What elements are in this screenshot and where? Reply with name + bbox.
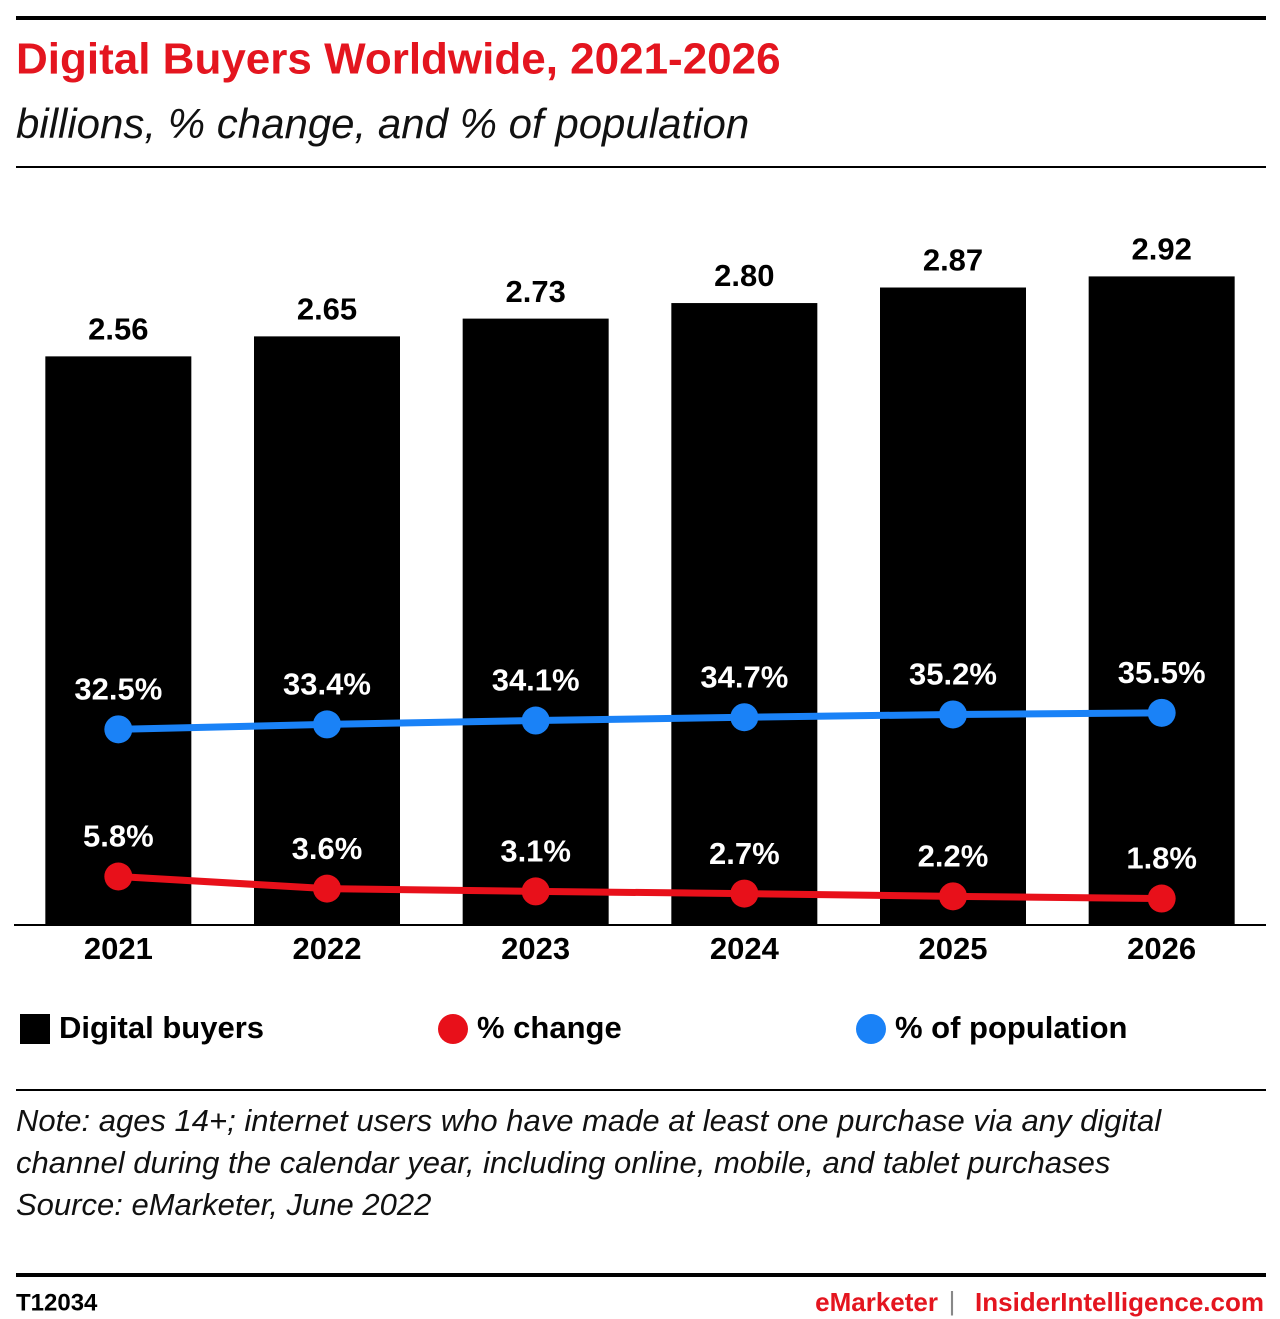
point [1147, 884, 1176, 913]
line [118, 709, 1162, 733]
legend-label: Digital buyers [59, 1010, 264, 1045]
data-label: 2.92 [1131, 232, 1191, 267]
x-tick-label: 2022 [293, 931, 362, 966]
data-label: 2.56 [88, 312, 148, 347]
point [104, 862, 133, 891]
bar [462, 318, 609, 925]
legend-swatch [20, 1014, 50, 1044]
point [939, 882, 967, 911]
line [118, 873, 1162, 903]
data-label: 2.65 [297, 292, 357, 327]
legend-label: % change [477, 1010, 622, 1045]
data-label: 32.5% [74, 672, 162, 707]
point [104, 715, 133, 744]
point [939, 700, 967, 729]
point [730, 879, 759, 908]
x-tick-label: 2025 [919, 931, 988, 966]
bar [254, 336, 400, 925]
separator: | [949, 1286, 956, 1316]
point [730, 703, 759, 732]
brand: eMarketer [815, 1287, 938, 1317]
rule [16, 1273, 1266, 1277]
data-label: 35.2% [909, 657, 997, 692]
bar [45, 356, 192, 925]
x-tick-label: 2026 [1127, 931, 1196, 966]
point [521, 877, 550, 906]
site: InsiderIntelligence.com [975, 1287, 1264, 1317]
data-label: 34.7% [700, 659, 788, 694]
point [1147, 698, 1176, 727]
point [313, 710, 341, 739]
point [313, 874, 341, 903]
data-label: 2.2% [918, 839, 989, 874]
data-label: 2.7% [709, 836, 780, 871]
top-rule [16, 16, 1266, 20]
chart-subtitle: billions, % change, and % of population [16, 100, 749, 147]
chart-id: T12034 [16, 1289, 98, 1316]
notes: Note: ages 14+; internet users who have … [16, 1100, 1246, 1226]
data-label: 5.8% [83, 819, 154, 854]
x-tick-label: 2021 [84, 931, 153, 966]
data-label: 35.5% [1118, 655, 1206, 690]
point [521, 706, 550, 735]
rule [16, 1089, 1266, 1091]
bar [880, 287, 1026, 926]
data-label: 2.87 [923, 243, 983, 278]
bar [671, 303, 818, 925]
rule [16, 166, 1266, 168]
data-label: 3.1% [500, 834, 571, 869]
legend-label: % of population [895, 1010, 1127, 1045]
x-tick-label: 2023 [501, 931, 570, 966]
chart-title: Digital Buyers Worldwide, 2021-2026 [16, 35, 781, 84]
data-label: 1.8% [1126, 841, 1197, 876]
data-label: 34.1% [492, 663, 580, 698]
legend-swatch [856, 1014, 886, 1044]
data-label: 3.6% [292, 831, 363, 866]
bar [1088, 276, 1235, 925]
data-label: 33.4% [283, 667, 371, 702]
data-label: 2.73 [505, 274, 565, 309]
note: Note: ages 14+; internet users who have … [16, 1103, 1162, 1180]
source: Source: eMarketer, June 2022 [16, 1187, 432, 1222]
legend-swatch [438, 1014, 468, 1044]
data-label: 2.80 [714, 258, 774, 293]
x-tick-label: 2024 [710, 931, 780, 966]
